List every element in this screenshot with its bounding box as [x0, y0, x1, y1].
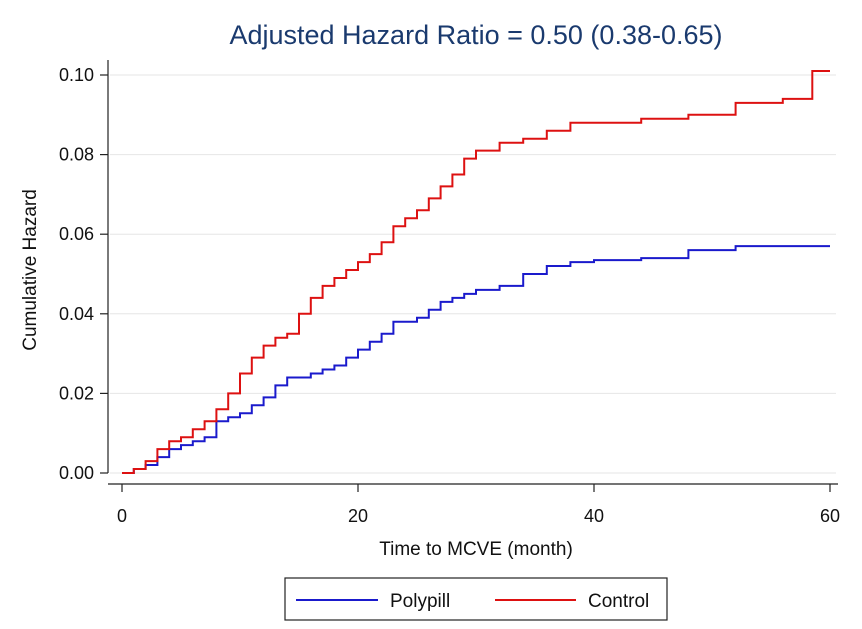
x-tick-label: 60 — [820, 506, 840, 526]
grid — [110, 74, 836, 474]
y-ticks: 0.00 0.02 0.04 0.06 0.08 0.10 — [59, 65, 108, 483]
x-tick-label: 0 — [117, 506, 127, 526]
series-line-control — [122, 70, 830, 474]
x-tick-label: 20 — [348, 506, 368, 526]
x-axis-label: Time to MCVE (month) — [379, 539, 573, 560]
legend-box — [284, 577, 668, 621]
x-tick-label: 40 — [584, 506, 604, 526]
legend-label-control: Control — [588, 591, 649, 612]
y-tick-label: 0.04 — [59, 304, 94, 324]
legend-label-polypill: Polypill — [390, 591, 450, 612]
series-line-polypill — [122, 245, 830, 474]
y-tick-label: 0.02 — [59, 383, 94, 403]
y-tick-label: 0.06 — [59, 224, 94, 244]
chart-title: Adjusted Hazard Ratio = 0.50 (0.38-0.65) — [229, 20, 722, 50]
x-ticks: 0 20 40 60 — [117, 484, 840, 526]
series-lines — [122, 70, 830, 474]
y-tick-label: 0.08 — [59, 145, 94, 165]
y-tick-label: 0.10 — [59, 65, 94, 85]
legend: Polypill Control — [284, 577, 668, 621]
y-tick-label: 0.00 — [59, 463, 94, 483]
y-axis-label: Cumulative Hazard — [20, 189, 41, 351]
